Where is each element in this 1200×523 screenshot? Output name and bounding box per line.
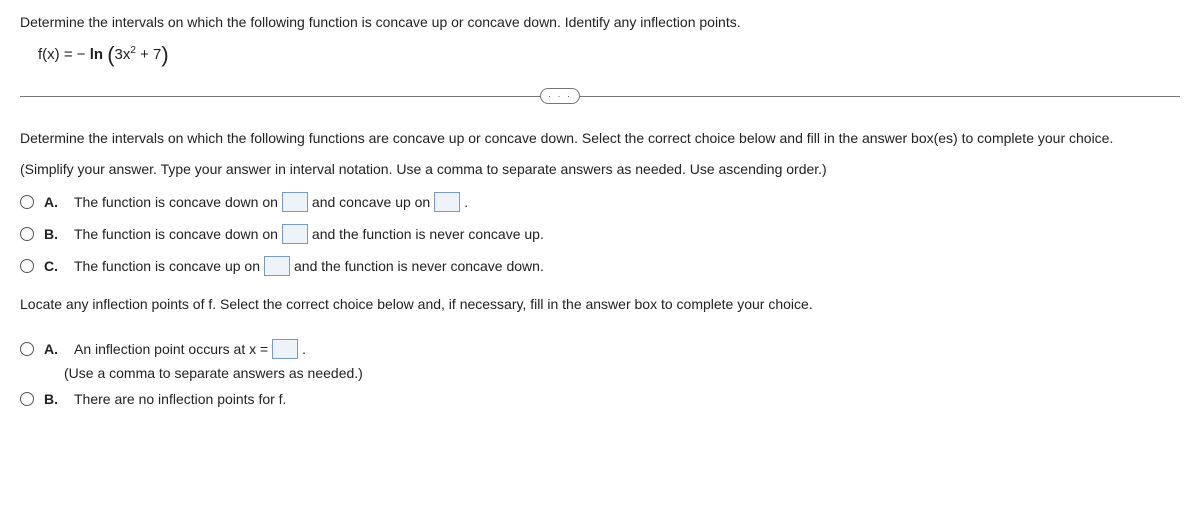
part1-choice-b[interactable]: B. The function is concave down on and t…	[20, 224, 1180, 244]
part1-intro: Determine the intervals on which the fol…	[20, 128, 1180, 149]
formula-ln: ln	[90, 46, 108, 63]
radio-c[interactable]	[20, 259, 34, 273]
formula-neg: −	[77, 46, 90, 63]
2a-text-2: .	[302, 341, 306, 357]
part2-choice-b[interactable]: B. There are no inflection points for f.	[20, 391, 1180, 407]
right-paren: )	[161, 42, 168, 67]
section-divider: · · ·	[20, 86, 1180, 106]
question-prompt: Determine the intervals on which the fol…	[20, 14, 1180, 30]
a-text-2: and concave up on	[312, 194, 430, 210]
choice-2a-body: An inflection point occurs at x = .	[74, 339, 306, 359]
radio-2a[interactable]	[20, 342, 34, 356]
c-input-1[interactable]	[264, 256, 290, 276]
part2-choice-a[interactable]: A. An inflection point occurs at x = .	[20, 339, 1180, 359]
expand-pill[interactable]: · · ·	[540, 88, 580, 104]
part2-intro: Locate any inflection points of f. Selec…	[20, 294, 1180, 315]
2a-note: (Use a comma to separate answers as need…	[64, 365, 1180, 381]
label-2b: B.	[44, 391, 62, 407]
b-text-2: and the function is never concave up.	[312, 226, 544, 242]
part1-hint: (Simplify your answer. Type your answer …	[20, 159, 1180, 180]
part1-choice-a[interactable]: A. The function is concave down on and c…	[20, 192, 1180, 212]
choice-b-body: The function is concave down on and the …	[74, 224, 544, 244]
part1-choice-c[interactable]: C. The function is concave up on and the…	[20, 256, 1180, 276]
label-a: A.	[44, 194, 62, 210]
a-text-3: .	[464, 194, 468, 210]
radio-b[interactable]	[20, 227, 34, 241]
c-text-2: and the function is never concave down.	[294, 258, 544, 274]
function-formula: f(x) = − ln (3x2 + 7)	[38, 42, 1180, 68]
formula-lhs: f(x) =	[38, 46, 77, 63]
a-text-1: The function is concave down on	[74, 194, 278, 210]
left-paren: (	[107, 42, 114, 67]
choice-a-body: The function is concave down on and conc…	[74, 192, 468, 212]
label-c: C.	[44, 258, 62, 274]
label-b: B.	[44, 226, 62, 242]
2b-text-1: There are no inflection points for f.	[74, 391, 286, 407]
divider-line	[20, 96, 1180, 97]
formula-plus7: + 7	[136, 46, 161, 63]
2a-input-1[interactable]	[272, 339, 298, 359]
label-2a: A.	[44, 341, 62, 357]
formula-3x: 3x	[115, 46, 131, 63]
b-input-1[interactable]	[282, 224, 308, 244]
choice-2b-body: There are no inflection points for f.	[74, 391, 286, 407]
2a-text-1: An inflection point occurs at x =	[74, 341, 268, 357]
a-input-2[interactable]	[434, 192, 460, 212]
c-text-1: The function is concave up on	[74, 258, 260, 274]
b-text-1: The function is concave down on	[74, 226, 278, 242]
a-input-1[interactable]	[282, 192, 308, 212]
choice-c-body: The function is concave up on and the fu…	[74, 256, 544, 276]
radio-2b[interactable]	[20, 392, 34, 406]
radio-a[interactable]	[20, 195, 34, 209]
